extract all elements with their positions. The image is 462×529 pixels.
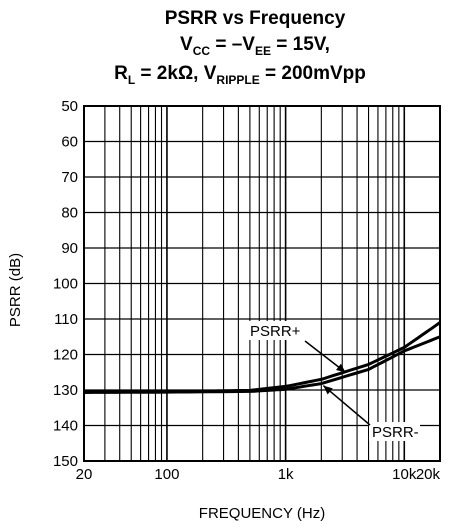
y-tick-label: 60 <box>61 134 78 151</box>
series-line-psrr-minus <box>83 335 441 394</box>
y-tick-label: 70 <box>61 169 78 186</box>
y-tick-label: 130 <box>53 382 78 399</box>
annotation-psrr-minus-label-bg <box>369 422 420 441</box>
chart-title-line2: VCC = –VEE = 15V, <box>180 34 330 58</box>
annotation-psrr-plus-label-bg <box>247 321 298 340</box>
x-tick-label: 1k <box>278 466 294 483</box>
x-tick-label: 100 <box>154 466 179 483</box>
y-axis-label: PSRR (dB) <box>7 253 24 327</box>
grid <box>83 105 441 462</box>
x-tick-label: 10k <box>392 466 417 483</box>
annotation-psrr-plus-arrowhead <box>336 363 346 373</box>
y-tick-label: 100 <box>53 276 78 293</box>
y-tick-labels: 50 60 70 80 90 100 110 120 130 140 150 <box>53 98 78 470</box>
y-tick-label: 150 <box>53 453 78 470</box>
x-axis-label: FREQUENCY (Hz) <box>199 505 325 522</box>
y-tick-label: 140 <box>53 418 78 435</box>
annotation-psrr-minus-leader <box>322 385 371 426</box>
chart-title-line1: PSRR vs Frequency <box>165 8 346 29</box>
y-tick-label: 80 <box>61 205 78 222</box>
y-tick-label: 90 <box>61 240 78 257</box>
chart-title-line3: RL = 2kΩ, VRIPPLE = 200mVpp <box>114 63 366 87</box>
annotations: PSRR+ PSRR- <box>247 321 420 441</box>
x-tick-label: 20k <box>416 466 441 483</box>
annotation-psrr-plus-label: PSRR+ <box>250 323 301 340</box>
annotation-psrr-minus-label: PSRR- <box>372 424 419 441</box>
y-tick-label: 110 <box>54 311 78 328</box>
x-tick-labels: 20 100 1k 10k 20k <box>76 466 441 483</box>
plot-frame <box>83 105 441 462</box>
series-lines <box>83 321 441 394</box>
plot-border <box>83 105 441 462</box>
annotation-psrr-minus-arrowhead <box>323 385 333 395</box>
y-tick-label: 120 <box>53 347 78 364</box>
y-tick-label: 50 <box>61 98 78 115</box>
x-tick-label: 20 <box>76 466 93 483</box>
